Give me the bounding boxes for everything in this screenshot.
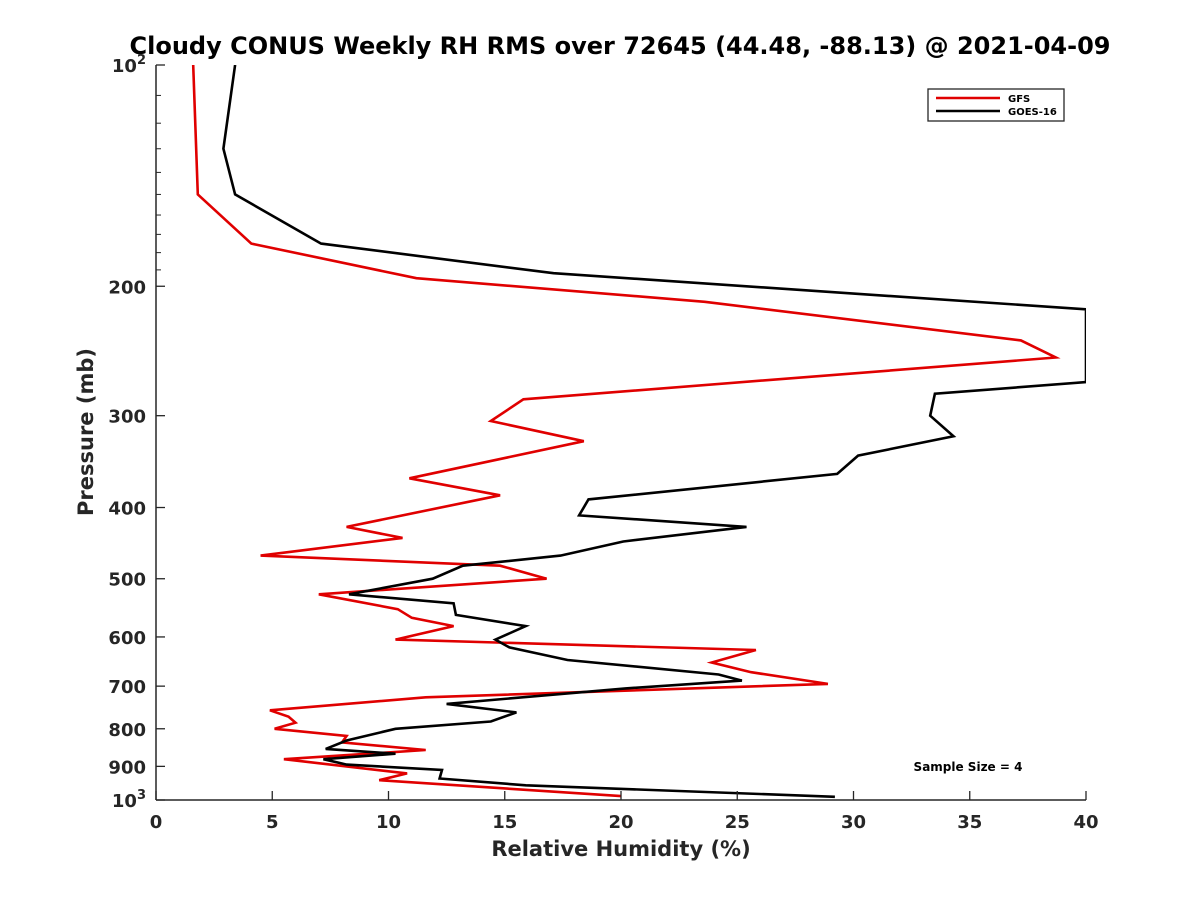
- y-tick-label: 700: [108, 677, 146, 698]
- y-axis-label: Pressure (mb): [74, 348, 98, 516]
- x-tick-label: 10: [376, 812, 401, 833]
- x-tick-label: 25: [725, 812, 750, 833]
- legend-label: GFS: [1008, 94, 1030, 105]
- x-axis-label: Relative Humidity (%): [491, 837, 750, 861]
- x-tick-label: 15: [492, 812, 517, 833]
- sample-size-annotation: Sample Size = 4: [914, 760, 1023, 774]
- legend-label: GOES-16: [1008, 107, 1057, 118]
- y-tick-label: 200: [108, 277, 146, 298]
- y-tick-label: 400: [108, 499, 146, 520]
- x-tick-label: 40: [1073, 812, 1098, 833]
- axes-layer: 0 5 10 15 20 25 30 35 40 102 200 300 400 500 600 700 800…: [108, 53, 1098, 833]
- legend: GFS GOES-16: [927, 88, 1065, 122]
- y-tick-label: 500: [108, 570, 146, 591]
- x-tick-label: 30: [841, 812, 866, 833]
- y-tick-label: 103: [112, 788, 146, 812]
- y-tick-label: 900: [108, 757, 146, 778]
- series-line-gfs: [191, 65, 1061, 798]
- y-tick-label: 600: [108, 628, 146, 649]
- legend-box: [927, 88, 1065, 122]
- chart-title: Cloudy CONUS Weekly RH RMS over 72645 (4…: [130, 32, 1111, 60]
- x-tick-label: 20: [608, 812, 633, 833]
- y-tick-label: 800: [108, 720, 146, 741]
- x-tick-label: 5: [266, 812, 279, 833]
- series-layer: [191, 65, 1086, 799]
- y-tick-label: 102: [112, 53, 146, 77]
- y-tick-label: 300: [108, 407, 146, 428]
- plot-area: [156, 65, 1086, 800]
- series-line-goes-16: [222, 65, 1086, 799]
- x-tick-label: 35: [957, 812, 982, 833]
- x-tick-label: 0: [150, 812, 163, 833]
